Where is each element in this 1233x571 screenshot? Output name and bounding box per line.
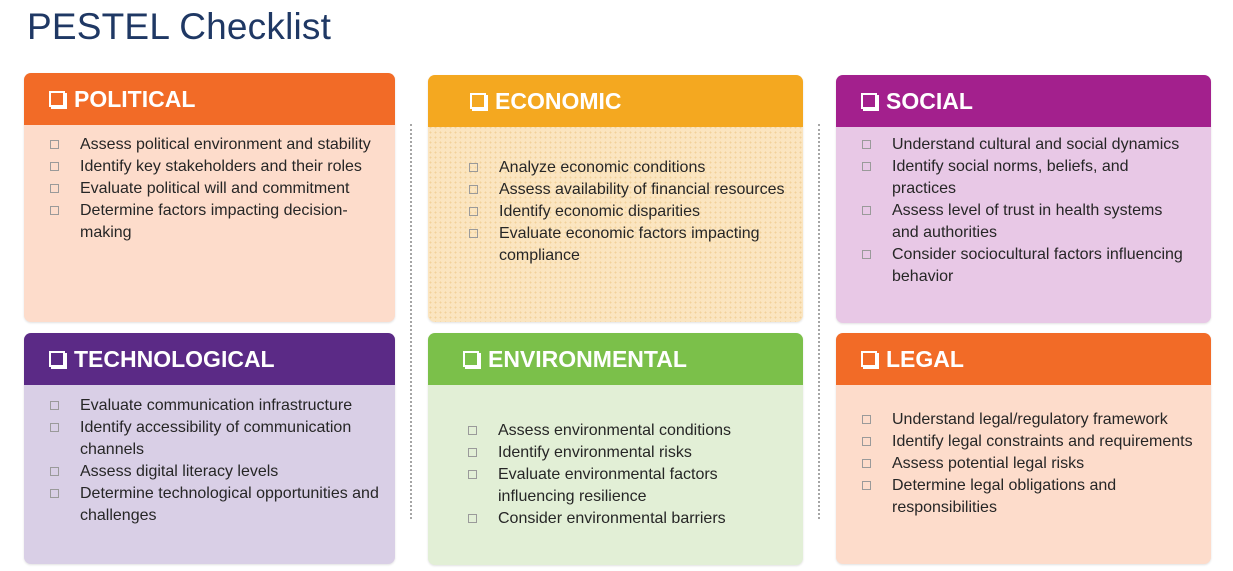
- checkbox-outline-icon: [862, 481, 871, 490]
- checkbox-outline-icon: [50, 489, 59, 498]
- checkbox-outline-icon: [862, 206, 871, 215]
- page-title: PESTEL Checklist: [27, 6, 332, 47]
- list-item: Evaluate political will and commitment: [50, 178, 380, 200]
- checkbox-outline-icon: [862, 250, 871, 259]
- list-item: Consider sociocultural factors influenci…: [862, 244, 1192, 288]
- checkbox-outline-icon: [468, 470, 477, 479]
- card-social-header: SOCIAL: [836, 75, 1211, 127]
- card-environmental: ENVIRONMENTAL Assess environmental condi…: [428, 333, 803, 565]
- checkbox-outline-icon: [862, 415, 871, 424]
- list-item: Identify accessibility of communication …: [50, 417, 380, 461]
- list-item: Understand cultural and social dynamics: [862, 134, 1192, 156]
- checkbox-outline-icon: [861, 351, 877, 367]
- list-item: Assess environmental conditions: [468, 420, 788, 442]
- card-technological-list: Evaluate communication infrastructure Id…: [50, 395, 380, 527]
- checkbox-outline-icon: [862, 459, 871, 468]
- checkbox-outline-icon: [469, 229, 478, 238]
- checkbox-outline-icon: [862, 437, 871, 446]
- checkbox-outline-icon: [50, 162, 59, 171]
- list-item: Evaluate environmental factors influenci…: [468, 464, 788, 508]
- list-item: Identify key stakeholders and their role…: [50, 156, 380, 178]
- card-technological-title: TECHNOLOGICAL: [74, 345, 275, 372]
- card-technological-header: TECHNOLOGICAL: [24, 333, 395, 385]
- list-item: Assess availability of financial resourc…: [469, 179, 789, 201]
- list-item: Determine legal obligations and responsi…: [862, 475, 1197, 519]
- checkbox-outline-icon: [468, 426, 477, 435]
- list-item: Identify environmental risks: [468, 442, 788, 464]
- list-item: Identify economic disparities: [469, 201, 789, 223]
- list-item: Assess political environment and stabili…: [50, 134, 380, 156]
- list-item: Assess level of trust in health systems …: [862, 200, 1192, 244]
- checkbox-outline-icon: [468, 514, 477, 523]
- card-political-list: Assess political environment and stabili…: [50, 134, 380, 244]
- column-divider-right: [818, 124, 820, 519]
- card-legal: LEGAL Understand legal/regulatory framew…: [836, 333, 1211, 564]
- list-item: Identify legal constraints and requireme…: [862, 431, 1197, 453]
- list-item: Identify social norms, beliefs, and prac…: [862, 156, 1192, 200]
- list-item: Understand legal/regulatory framework: [862, 409, 1197, 431]
- checkbox-outline-icon: [862, 140, 871, 149]
- list-item: Evaluate communication infrastructure: [50, 395, 380, 417]
- checkbox-outline-icon: [468, 448, 477, 457]
- checkbox-outline-icon: [49, 91, 65, 107]
- checkbox-outline-icon: [469, 185, 478, 194]
- list-item: Assess digital literacy levels: [50, 461, 380, 483]
- checkbox-outline-icon: [50, 140, 59, 149]
- card-economic-list: Analyze economic conditions Assess avail…: [469, 157, 789, 267]
- list-item: Consider environmental barriers: [468, 508, 788, 530]
- checkbox-outline-icon: [463, 351, 479, 367]
- list-item: Evaluate economic factors impacting comp…: [469, 223, 789, 267]
- card-legal-list: Understand legal/regulatory framework Id…: [862, 409, 1197, 519]
- checkbox-outline-icon: [50, 401, 59, 410]
- checkbox-outline-icon: [50, 467, 59, 476]
- card-political-header: POLITICAL: [24, 73, 395, 125]
- card-environmental-header: ENVIRONMENTAL: [428, 333, 803, 385]
- list-item: Analyze economic conditions: [469, 157, 789, 179]
- list-item: Assess potential legal risks: [862, 453, 1197, 475]
- column-divider-left: [410, 124, 412, 519]
- card-legal-header: LEGAL: [836, 333, 1211, 385]
- card-political: POLITICAL Assess political environment a…: [24, 73, 395, 322]
- card-technological: TECHNOLOGICAL Evaluate communication inf…: [24, 333, 395, 564]
- card-social: SOCIAL Understand cultural and social dy…: [836, 75, 1211, 323]
- card-social-list: Understand cultural and social dynamics …: [862, 134, 1192, 288]
- checkbox-outline-icon: [50, 206, 59, 215]
- card-legal-title: LEGAL: [886, 345, 964, 372]
- card-social-title: SOCIAL: [886, 87, 973, 114]
- checkbox-outline-icon: [49, 351, 65, 367]
- checkbox-outline-icon: [50, 184, 59, 193]
- checkbox-outline-icon: [469, 163, 478, 172]
- checkbox-outline-icon: [469, 207, 478, 216]
- checkbox-outline-icon: [470, 93, 486, 109]
- card-economic: ECONOMIC Analyze economic conditions Ass…: [428, 75, 803, 322]
- checkbox-outline-icon: [50, 423, 59, 432]
- card-political-title: POLITICAL: [74, 85, 196, 112]
- checkbox-outline-icon: [862, 162, 871, 171]
- card-environmental-list: Assess environmental conditions Identify…: [468, 420, 788, 530]
- list-item: Determine technological opportunities an…: [50, 483, 380, 527]
- list-item: Determine factors impacting decision-mak…: [50, 200, 380, 244]
- checkbox-outline-icon: [861, 93, 877, 109]
- card-economic-header: ECONOMIC: [428, 75, 803, 127]
- card-environmental-title: ENVIRONMENTAL: [488, 345, 687, 372]
- card-economic-title: ECONOMIC: [495, 87, 622, 114]
